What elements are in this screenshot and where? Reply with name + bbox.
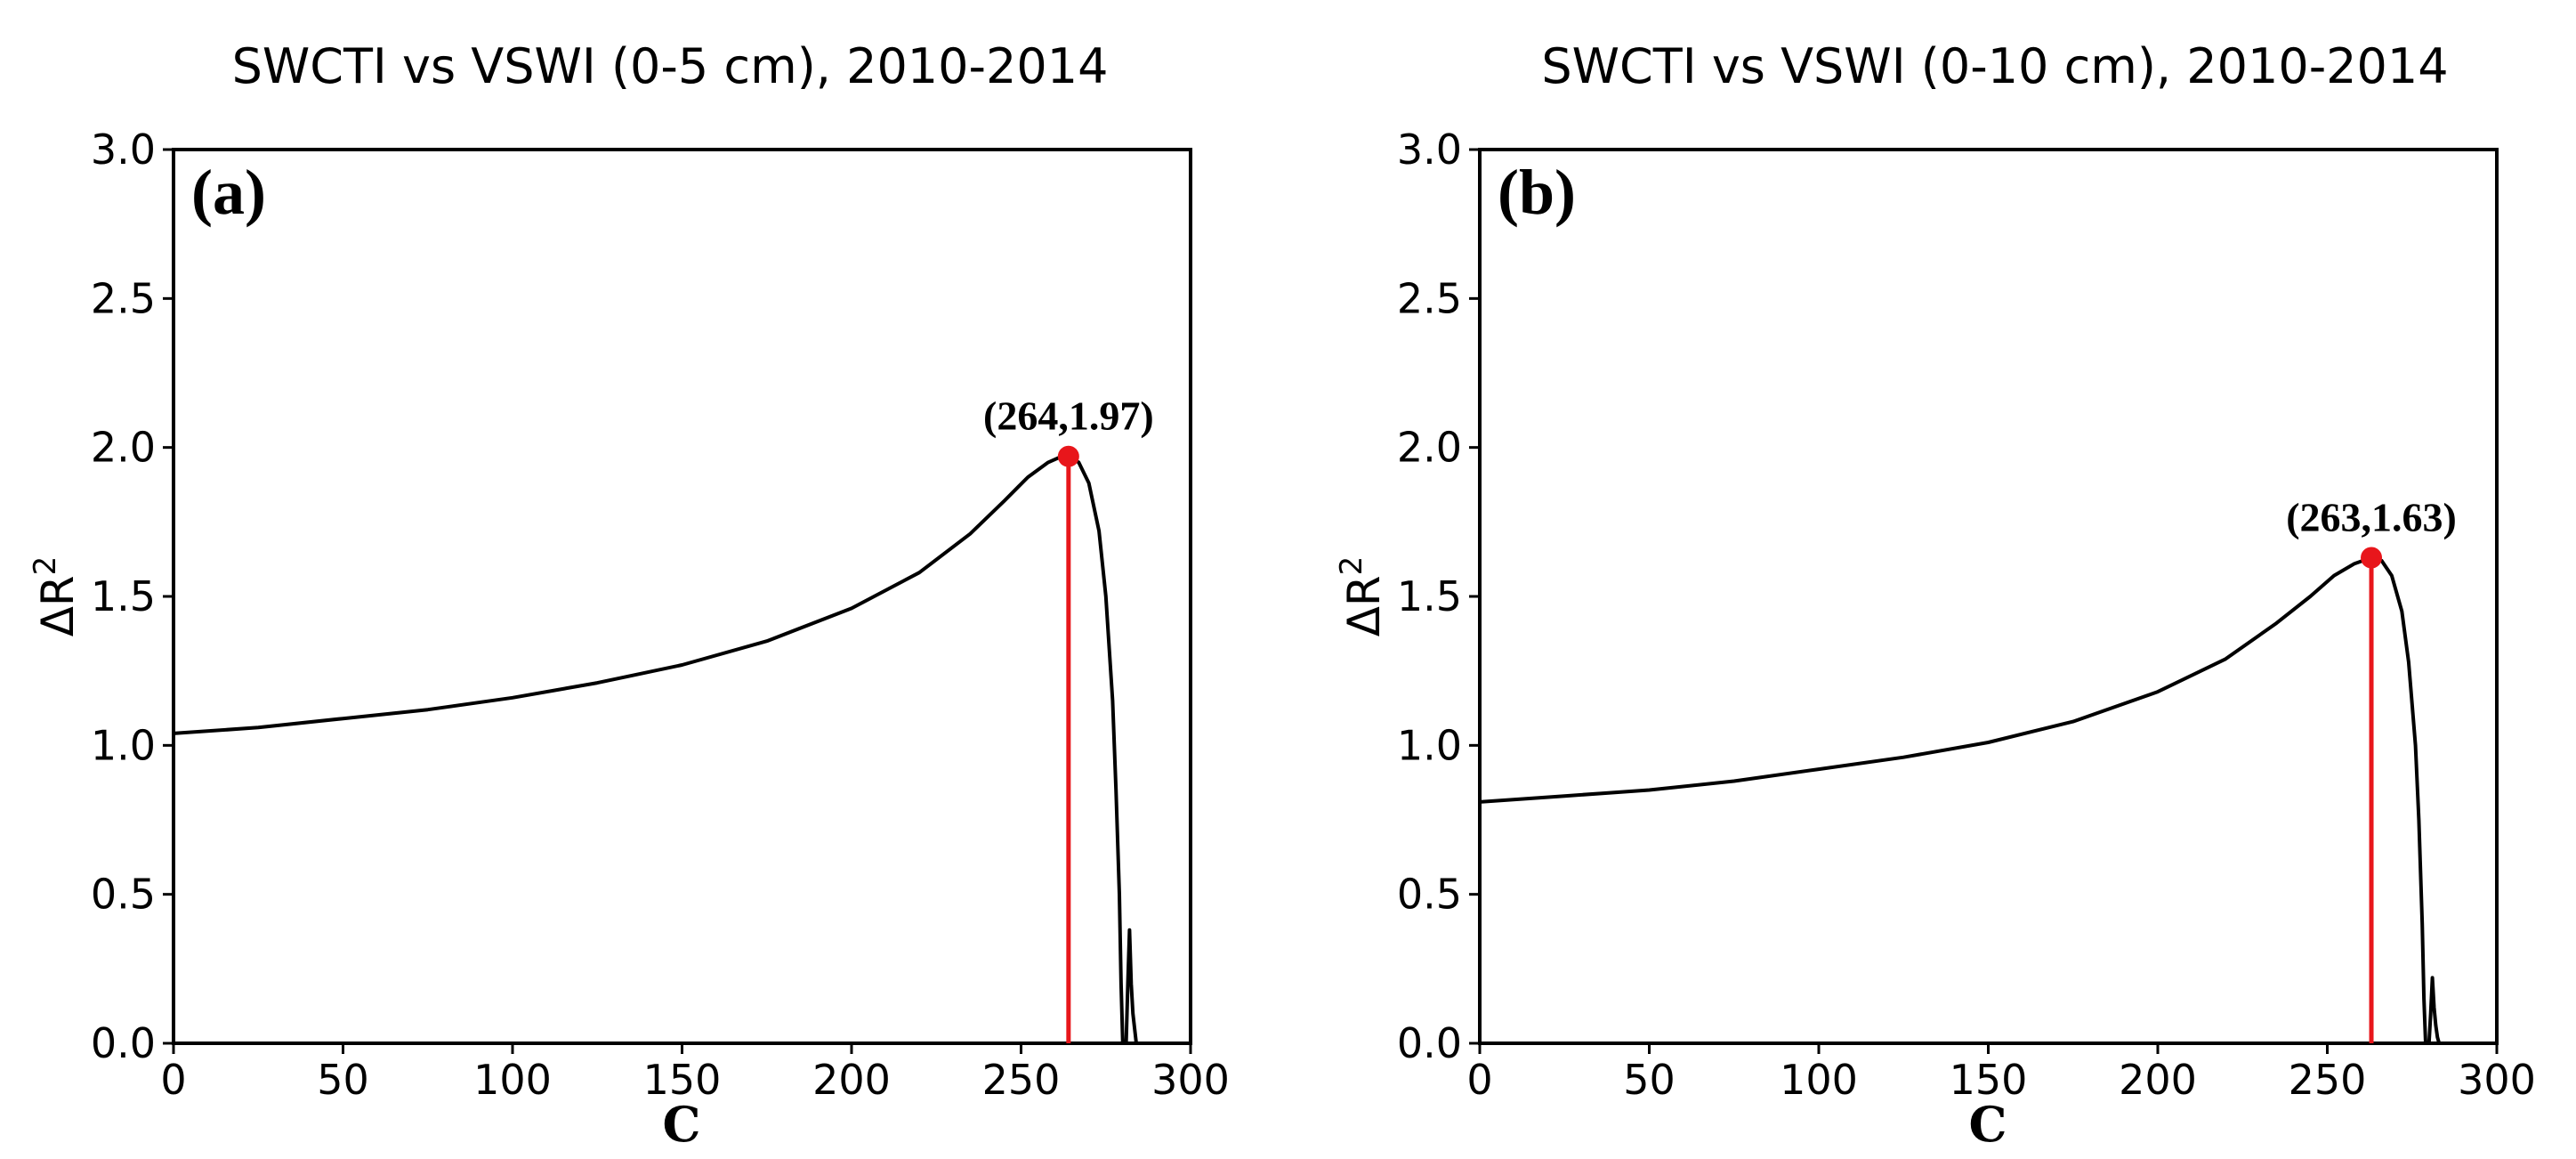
x-tick-label: 150 — [1950, 1056, 2028, 1104]
y-axis-label-superscript: 2 — [28, 556, 63, 576]
x-axis-label: C — [1969, 1096, 2007, 1153]
y-tick-label: 1.5 — [91, 572, 156, 620]
chart-title: SWCTI vs VSWI (0-10 cm), 2010-2014 — [1541, 38, 2448, 94]
y-tick-label: 2.0 — [1397, 424, 1462, 472]
x-ticks: 0 50 100 150 200 250 300 — [1466, 1043, 2536, 1104]
chart-marks — [173, 445, 1138, 1045]
panel-label: (a) — [191, 157, 266, 228]
y-tick-label: 3.0 — [91, 126, 156, 174]
x-tick-label: 300 — [2458, 1056, 2536, 1104]
x-tick-label: 50 — [1623, 1056, 1676, 1104]
x-tick-label: 250 — [2289, 1056, 2367, 1104]
y-tick-label: 1.0 — [1397, 721, 1462, 769]
x-tick-label: 100 — [1780, 1056, 1858, 1104]
y-ticks: 0.0 0.5 1.0 1.5 2.0 2.5 3.0 — [91, 126, 174, 1067]
x-ticks: 0 50 100 150 200 250 300 — [160, 1043, 1230, 1104]
y-tick-label: 3.0 — [1397, 126, 1462, 174]
x-tick-label: 200 — [2119, 1056, 2197, 1104]
x-tick-label: 100 — [473, 1056, 552, 1104]
x-tick-label: 50 — [317, 1056, 369, 1104]
peak-point — [1057, 445, 1079, 467]
y-tick-label: 2.5 — [91, 274, 156, 322]
y-axis-label-main: ΔR — [1338, 575, 1390, 636]
plot-frame — [172, 148, 1192, 1045]
y-ticks: 0.0 0.5 1.0 1.5 2.0 2.5 3.0 — [1397, 126, 1480, 1067]
x-axis-label: C — [663, 1096, 701, 1153]
y-axis-label: ΔR2 — [1334, 556, 1390, 637]
y-tick-label: 1.0 — [91, 721, 156, 769]
y-tick-label: 2.0 — [91, 424, 156, 472]
peak-point — [2361, 547, 2383, 569]
y-axis-label: ΔR2 — [28, 556, 84, 637]
panel-label: (b) — [1498, 157, 1576, 228]
x-tick-label: 200 — [812, 1056, 891, 1104]
y-tick-label: 0.0 — [91, 1019, 156, 1067]
series-line — [173, 454, 1138, 1045]
peak-label: (264,1.97) — [983, 393, 1154, 439]
x-tick-label: 300 — [1151, 1056, 1230, 1104]
y-axis-label-main: ΔR — [32, 575, 84, 636]
peak-label: (263,1.63) — [2286, 494, 2457, 539]
chart-marks — [1479, 547, 2442, 1045]
x-tick-label: 0 — [1466, 1056, 1492, 1104]
x-tick-label: 0 — [160, 1056, 186, 1104]
y-tick-label: 0.0 — [1397, 1019, 1462, 1067]
y-tick-label: 2.5 — [1397, 274, 1462, 322]
x-tick-label: 250 — [982, 1056, 1061, 1104]
panel-a: SWCTI vs VSWI (0-5 cm), 2010-2014 (a) 0 5… — [28, 38, 1230, 1153]
y-tick-label: 0.5 — [91, 871, 156, 919]
series-line — [1479, 555, 2442, 1045]
plot-frame — [1478, 148, 2499, 1045]
y-axis-label-superscript: 2 — [1334, 556, 1369, 576]
y-tick-label: 1.5 — [1397, 572, 1462, 620]
panel-b: SWCTI vs VSWI (0-10 cm), 2010-2014 (b) 0… — [1334, 38, 2536, 1153]
y-tick-label: 0.5 — [1397, 871, 1462, 919]
chart-title: SWCTI vs VSWI (0-5 cm), 2010-2014 — [232, 38, 1109, 94]
x-tick-label: 150 — [643, 1056, 722, 1104]
